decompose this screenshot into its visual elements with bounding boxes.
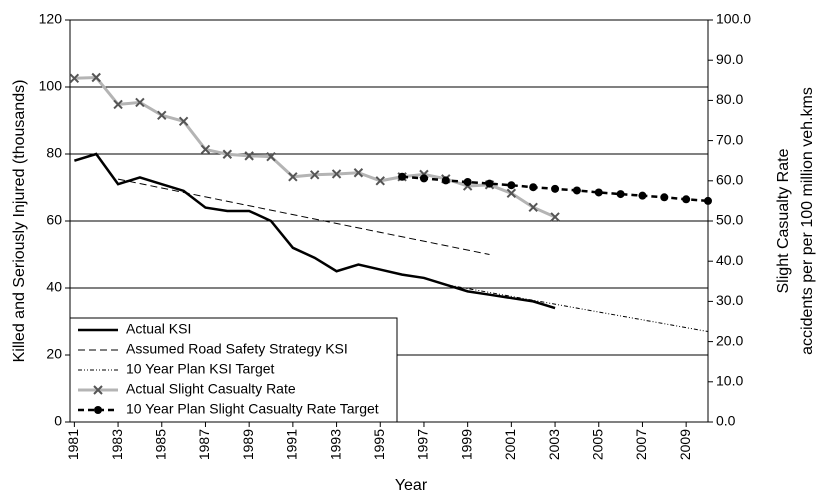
marker <box>200 144 211 155</box>
y2-tick-label: 50.0 <box>716 212 743 228</box>
marker <box>113 99 123 110</box>
marker <box>244 151 254 161</box>
legend-label: 10 Year Plan Slight Casualty Rate Target <box>126 401 379 417</box>
y2-tick-label: 100.0 <box>716 11 751 27</box>
marker <box>682 195 691 204</box>
marker <box>529 183 538 192</box>
y-tick-label: 40 <box>46 279 62 295</box>
y2-tick-label: 80.0 <box>716 91 743 107</box>
marker <box>550 212 560 222</box>
marker <box>572 186 581 195</box>
marker <box>310 170 320 180</box>
marker <box>398 172 407 181</box>
x-tick-label: 1983 <box>109 429 125 460</box>
y2-tick-label: 30.0 <box>716 292 743 308</box>
series-line <box>117 178 490 255</box>
marker <box>704 196 712 205</box>
y2-axis-label: accidents per per 100 million veh.kms <box>799 87 816 355</box>
legend-label: Assumed Road Safety Strategy KSI <box>126 341 348 357</box>
marker <box>94 406 102 414</box>
marker <box>69 73 80 83</box>
marker <box>463 178 472 187</box>
x-tick-label: 2007 <box>633 429 649 460</box>
y-tick-label: 60 <box>46 212 62 228</box>
series-line <box>74 152 556 310</box>
x-tick-label: 1989 <box>240 429 256 460</box>
marker <box>222 149 233 159</box>
y-tick-label: 20 <box>46 346 62 362</box>
marker <box>506 188 517 198</box>
x-tick-label: 2009 <box>677 429 693 460</box>
x-tick-label: 2003 <box>546 429 562 460</box>
y-tick-label: 80 <box>46 145 62 161</box>
legend-label: 10 Year Plan KSI Target <box>126 361 275 377</box>
x-tick-label: 1995 <box>371 429 387 460</box>
legend-box <box>69 317 398 423</box>
marker <box>266 151 276 162</box>
marker <box>178 116 189 127</box>
y2-tick-label: 0.0 <box>716 413 736 429</box>
x-tick-label: 2005 <box>589 429 605 460</box>
legend-label: Actual KSI <box>126 321 191 337</box>
marker <box>485 179 494 188</box>
y2-tick-label: 60.0 <box>716 172 743 188</box>
marker <box>638 191 647 200</box>
marker <box>353 168 364 178</box>
marker <box>660 193 669 202</box>
marker <box>441 176 450 185</box>
marker <box>419 174 428 183</box>
x-tick-label: 1981 <box>65 429 81 460</box>
x-tick-label: 1985 <box>152 429 168 460</box>
x-tick-label: 1993 <box>327 429 343 460</box>
series-line <box>74 75 556 219</box>
marker <box>507 181 516 190</box>
y2-tick-label: 70.0 <box>716 131 743 147</box>
x-tick-label: 1997 <box>415 429 431 460</box>
x-axis-label: Year <box>395 477 428 494</box>
y-axis-label: Killed and Seriously Injured (thousands) <box>11 80 28 363</box>
y2-tick-label: 10.0 <box>716 373 743 389</box>
marker <box>157 110 167 120</box>
legend-label: Actual Slight Casualty Rate <box>126 381 296 397</box>
y2-tick-label: 20.0 <box>716 332 743 348</box>
y2-axis-label: Slight Casualty Rate <box>775 148 792 293</box>
x-tick-label: 1987 <box>196 429 212 460</box>
marker <box>135 97 145 108</box>
marker <box>375 176 385 186</box>
marker <box>93 385 103 395</box>
y-tick-label: 120 <box>39 11 63 27</box>
marker <box>91 72 101 83</box>
marker <box>331 169 342 179</box>
legend: Actual KSI Assumed Road Safety Strategy K… <box>69 317 398 423</box>
marker <box>616 190 625 199</box>
y2-tick-label: 40.0 <box>716 252 743 268</box>
y-tick-label: 100 <box>39 78 63 94</box>
series-line <box>445 284 709 333</box>
x-tick-label: 1999 <box>458 429 474 460</box>
y2-tick-label: 90.0 <box>716 51 743 67</box>
x-tick-label: 1991 <box>284 429 300 460</box>
marker <box>288 172 298 182</box>
marker <box>594 188 603 197</box>
marker <box>551 184 560 193</box>
x-tick-label: 2001 <box>502 429 518 460</box>
marker <box>528 202 538 213</box>
y-tick-label: 0 <box>54 413 62 429</box>
